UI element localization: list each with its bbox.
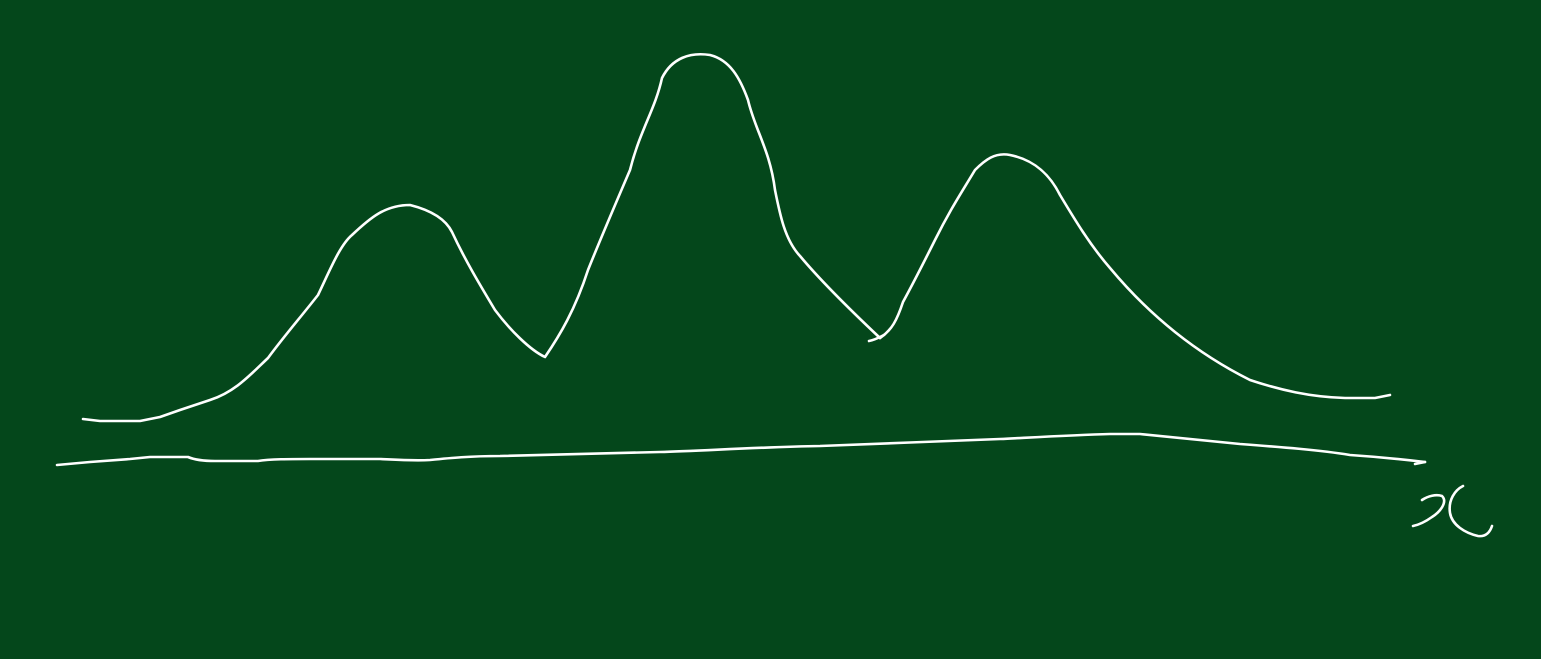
axis-label-x bbox=[1411, 484, 1494, 538]
axis-label-x-left-stroke bbox=[1411, 493, 1446, 528]
axis-label-x-right-stroke bbox=[1448, 484, 1494, 538]
horizontal-axis bbox=[55, 432, 1427, 467]
three-peaked-curve bbox=[81, 53, 882, 423]
right-peak-curve bbox=[878, 153, 1392, 400]
axis-end-tick bbox=[1413, 460, 1427, 466]
